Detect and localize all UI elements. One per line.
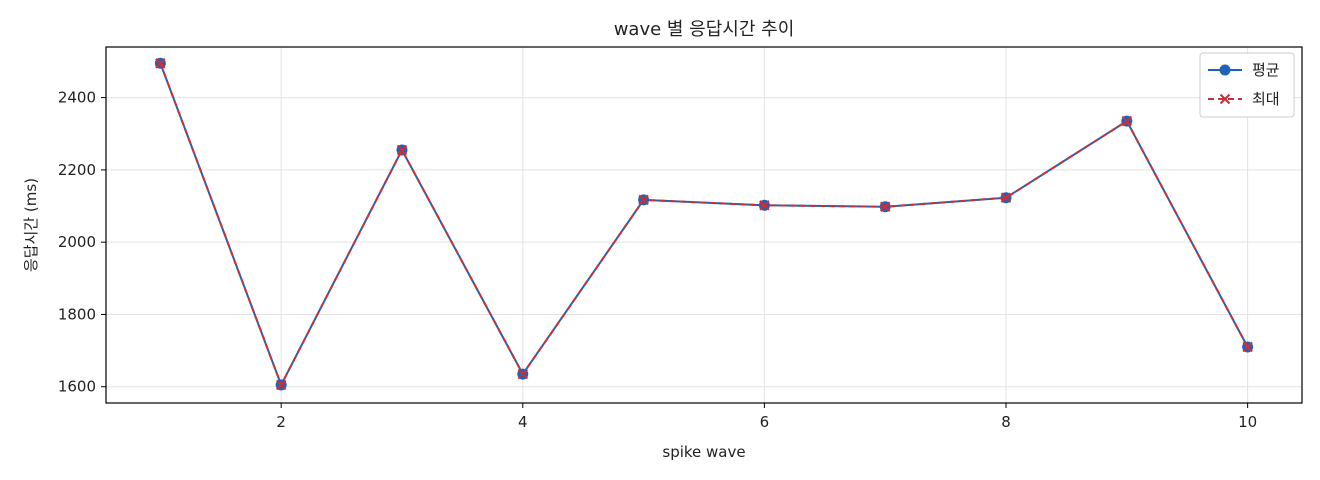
ticks: 2 4 6 8 10 1600 1800 2000 2200 2400 [58, 89, 1257, 431]
y-tick-label: 2000 [58, 233, 96, 251]
data-point-x [759, 200, 770, 211]
x-axis-label: spike wave [662, 443, 745, 461]
legend-marker-circle [1219, 64, 1231, 76]
y-tick-label: 1600 [58, 378, 96, 396]
data-point-x [1000, 192, 1012, 203]
data-point-x [517, 368, 528, 380]
grid [106, 47, 1302, 403]
legend-label: 평균 [1252, 61, 1280, 79]
data-point-x [638, 194, 649, 206]
x-tick-label: 10 [1238, 413, 1257, 431]
y-tick-label: 2400 [58, 89, 96, 107]
data-point-x [1242, 341, 1253, 353]
chart-title: wave 별 응답시간 추이 [614, 19, 795, 40]
series-1 [154, 57, 1254, 391]
x-tick-label: 8 [1001, 413, 1011, 431]
legend-item: 평균 [1208, 61, 1280, 79]
legend-box [1199, 52, 1295, 118]
data-point-x [396, 144, 408, 156]
data-point-x [1121, 115, 1133, 127]
plot-frame [105, 46, 1303, 404]
data-point-x [155, 58, 166, 69]
data-point-x [880, 201, 891, 212]
y-tick-label: 2200 [58, 161, 96, 179]
series-line [159, 62, 1249, 386]
legend-label: 최대 [1252, 90, 1280, 108]
legend-marker-x [1219, 93, 1231, 105]
y-tick-label: 1800 [58, 305, 96, 323]
series-line [159, 62, 1249, 386]
x-tick-label: 4 [518, 413, 528, 431]
data-point-x [275, 379, 287, 391]
legend-item: 최대 [1208, 90, 1280, 108]
series-layer [154, 57, 1254, 391]
series-2 [155, 58, 1253, 391]
x-tick-label: 6 [760, 413, 770, 431]
y-axis-label: 응답시간 (ms) [22, 178, 40, 272]
x-tick-label: 2 [276, 413, 286, 431]
